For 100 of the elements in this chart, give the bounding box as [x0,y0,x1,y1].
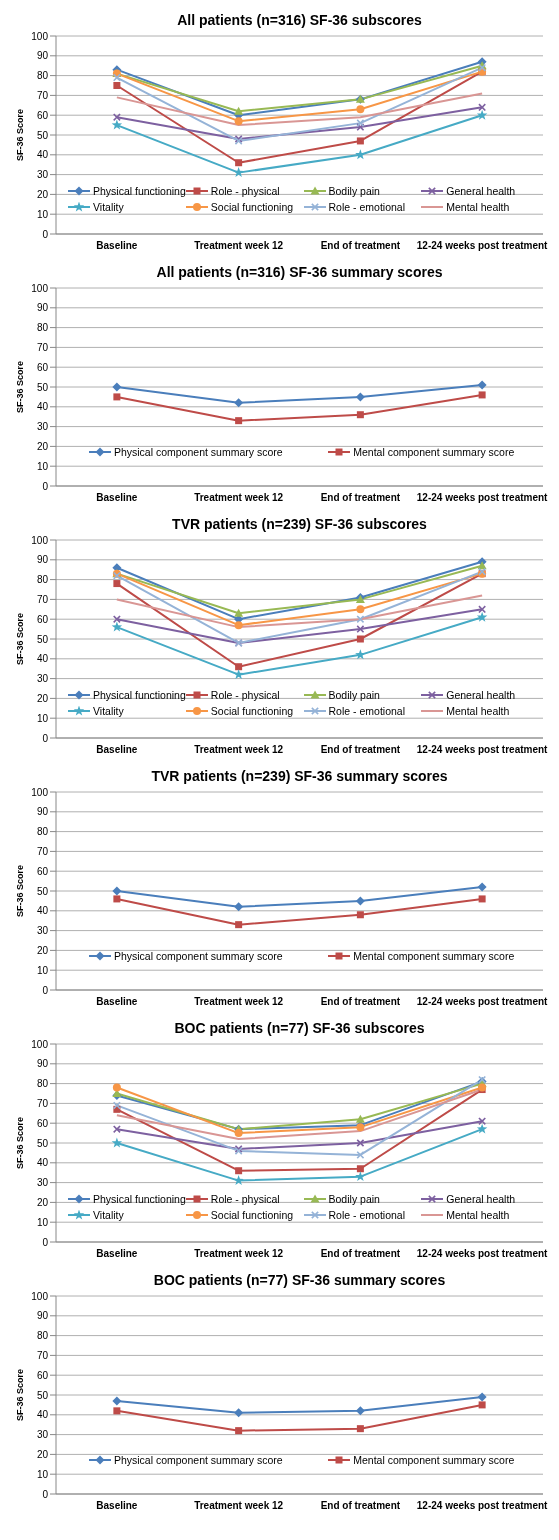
y-tick-label: 0 [42,984,49,996]
y-tick-label: 20 [36,1448,49,1460]
y-tick-label: 100 [31,534,49,546]
x-tick-label: 12-24 weeks post treatment [416,240,549,252]
y-tick-label: 50 [36,885,49,897]
x-tick-label: End of treatment [320,240,401,252]
x-tick-label: Treatment week 12 [194,240,284,252]
y-tick-label: 40 [36,653,49,665]
legend-label: Social functioning [210,705,294,718]
y-tick-label: 60 [36,865,49,877]
y-tick-label: 60 [36,361,49,373]
y-tick-label: 100 [31,30,49,42]
y-tick-label: 0 [42,228,49,240]
chart-title: BOC patients (n=77) SF-36 summary scores [152,1272,447,1288]
y-tick-label: 20 [36,1196,49,1208]
legend-label: Social functioning [210,201,294,214]
x-tick-label: End of treatment [320,744,401,756]
y-tick-label: 60 [36,1369,49,1381]
y-tick-label: 10 [36,208,49,220]
x-tick-label: Treatment week 12 [194,996,284,1008]
legend-label: Vitality [93,1209,124,1222]
y-axis-title: SF-36 Score [15,360,26,414]
legend-label: Physical component summary score [113,1454,283,1467]
legend-label: Bodily pain [328,689,380,702]
y-tick-label: 20 [36,440,49,452]
y-tick-label: 30 [36,169,49,181]
x-tick-label: Baseline [96,240,138,252]
y-tick-label: 40 [36,1409,49,1421]
y-tick-label: 70 [36,845,49,857]
y-tick-label: 0 [42,1236,49,1248]
y-tick-label: 50 [36,1137,49,1149]
y-tick-label: 0 [42,732,49,744]
y-tick-label: 60 [36,1117,49,1129]
legend-label: Mental health [446,705,510,718]
x-tick-label: End of treatment [320,492,401,504]
legend-label: Vitality [93,705,124,718]
x-tick-label: Baseline [96,744,138,756]
y-tick-label: 90 [36,1310,49,1322]
x-tick-label: Baseline [96,996,138,1008]
legend-label: Physical functioning [93,1193,186,1206]
y-tick-label: 50 [36,633,49,645]
y-tick-label: 80 [36,826,49,838]
y-tick-label: 90 [36,50,49,62]
x-tick-label: 12-24 weeks post treatment [416,1500,549,1512]
x-tick-label: 12-24 weeks post treatment [416,1248,549,1260]
y-tick-label: 30 [36,925,49,937]
y-tick-label: 50 [36,129,49,141]
y-tick-label: 80 [36,574,49,586]
y-tick-label: 10 [36,1468,49,1480]
legend-label: Bodily pain [328,1193,380,1206]
y-tick-label: 0 [42,480,49,492]
x-tick-label: End of treatment [320,1248,401,1260]
y-tick-label: 30 [36,1177,49,1189]
y-tick-label: 70 [36,89,49,101]
y-tick-label: 10 [36,1216,49,1228]
y-tick-label: 30 [36,673,49,685]
y-tick-label: 10 [36,712,49,724]
x-tick-label: Baseline [96,1248,138,1260]
y-tick-label: 20 [36,944,49,956]
y-tick-label: 10 [36,460,49,472]
y-tick-label: 50 [36,1389,49,1401]
x-tick-label: Treatment week 12 [194,1500,284,1512]
legend-label: General health [446,689,516,702]
chart-title: All patients (n=316) SF-36 subscores [176,12,423,28]
y-tick-label: 40 [36,149,49,161]
y-tick-label: 10 [36,964,49,976]
y-tick-label: 30 [36,421,49,433]
y-tick-label: 30 [36,1429,49,1441]
legend-label: Physical functioning [93,689,186,702]
y-tick-label: 70 [36,593,49,605]
y-tick-label: 80 [36,322,49,334]
legend-label: Mental component summary score [353,950,515,963]
chart-title: TVR patients (n=239) SF-36 subscores [171,516,428,532]
x-tick-label: 12-24 weeks post treatment [416,996,549,1008]
y-tick-label: 60 [36,109,49,121]
y-tick-label: 80 [36,1330,49,1342]
x-tick-label: End of treatment [320,996,401,1008]
legend-label: Mental health [446,201,510,214]
y-tick-label: 40 [36,905,49,917]
y-tick-label: 70 [36,341,49,353]
y-tick-label: 100 [31,1290,49,1302]
y-tick-label: 100 [31,786,49,798]
y-tick-label: 90 [36,806,49,818]
legend-label: General health [446,1193,516,1206]
y-tick-label: 70 [36,1097,49,1109]
legend-label: Mental health [446,1209,510,1222]
x-tick-label: Baseline [96,492,138,504]
y-axis-title: SF-36 Score [15,864,26,918]
y-tick-label: 80 [36,70,49,82]
y-tick-label: 80 [36,1078,49,1090]
legend-label: Role - physical [210,1193,280,1206]
x-tick-label: 12-24 weeks post treatment [416,744,549,756]
y-axis-title: SF-36 Score [15,1368,26,1422]
y-tick-label: 100 [31,1038,49,1050]
chart-title: BOC patients (n=77) SF-36 subscores [173,1020,426,1036]
legend-label: Mental component summary score [353,446,515,459]
legend-label: Bodily pain [328,185,380,198]
y-tick-label: 40 [36,401,49,413]
legend-label: Social functioning [210,1209,294,1222]
legend-label: Role - emotional [328,705,405,718]
